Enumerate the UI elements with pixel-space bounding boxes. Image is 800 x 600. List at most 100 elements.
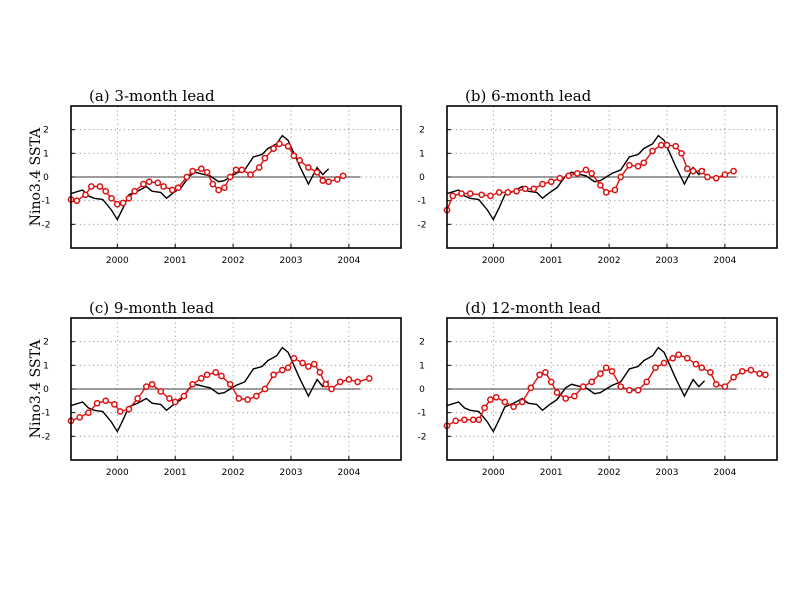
forecast-point — [125, 194, 133, 202]
forecast-point — [180, 392, 188, 400]
forecast-point — [166, 395, 173, 402]
forecast-point — [588, 170, 596, 177]
x-tick-label: 2000 — [482, 256, 505, 266]
forecast-point — [154, 179, 162, 187]
forecast-point — [328, 385, 335, 393]
forecast-point — [501, 398, 509, 406]
forecast-point — [160, 183, 167, 190]
x-tick-label: 2002 — [598, 468, 621, 478]
forecast-point — [278, 366, 286, 374]
forecast-point — [556, 174, 564, 182]
x-tick-label: 2002 — [222, 256, 245, 266]
forecast-point — [579, 383, 587, 390]
forecast-point — [573, 170, 581, 177]
x-tick-label: 2002 — [222, 468, 245, 478]
forecast-point — [87, 183, 95, 190]
x-tick-label: 2002 — [598, 256, 621, 266]
forecast-point — [461, 416, 468, 424]
forecast-point — [730, 167, 737, 175]
forecast-point — [683, 165, 691, 173]
y-axis-label: Nino3.4 SSTA — [28, 127, 44, 226]
forecast-point — [197, 165, 205, 173]
forecast-point — [218, 372, 225, 380]
y-tick-label: -2 — [418, 432, 427, 442]
forecast-point — [704, 173, 711, 181]
plot-frame — [446, 105, 778, 249]
forecast-point — [588, 378, 596, 386]
forecast-point — [333, 176, 341, 183]
forecast-point — [617, 383, 625, 390]
chart-title: (b) 6-month lead — [465, 87, 592, 105]
x-tick-label: 2003 — [280, 468, 303, 478]
forecast-point — [689, 167, 697, 175]
forecast-point — [652, 364, 659, 372]
forecast-point — [134, 395, 141, 402]
forecast-point — [235, 395, 243, 402]
forecast-point — [698, 167, 706, 175]
y-tick-label: 1 — [419, 149, 425, 159]
forecast-point — [597, 181, 604, 189]
forecast-point — [102, 397, 110, 405]
forecast-point — [209, 180, 217, 188]
forecast-point — [116, 408, 124, 415]
forecast-point — [707, 369, 714, 376]
forecast-point — [487, 396, 494, 403]
forecast-line — [70, 357, 370, 422]
x-tick-label: 2001 — [164, 468, 187, 478]
forecast-point — [168, 186, 176, 194]
forecast-point — [562, 395, 570, 402]
forecast-point — [76, 414, 84, 421]
observed-line — [446, 346, 706, 434]
forecast-point — [513, 187, 520, 195]
forecast-point — [82, 191, 89, 199]
forecast-point — [157, 388, 165, 395]
forecast-point — [226, 380, 234, 388]
forecast-point — [119, 199, 127, 207]
forecast-point — [669, 354, 677, 362]
forecast-point — [252, 392, 260, 400]
forecast-point — [284, 364, 292, 372]
forecast-point — [111, 401, 118, 408]
forecast-point — [85, 409, 92, 417]
forecast-point — [475, 416, 483, 424]
forecast-point — [495, 189, 503, 196]
forecast-point — [261, 385, 269, 393]
forecast-point — [712, 380, 720, 388]
y-tick-label: 2 — [43, 338, 49, 348]
forecast-point — [678, 149, 685, 157]
forecast-point — [203, 168, 211, 176]
forecast-point — [336, 378, 344, 386]
forecast-point — [521, 185, 529, 193]
forecast-point — [108, 194, 115, 202]
forecast-point — [466, 190, 474, 197]
forecast-point — [571, 392, 578, 400]
x-tick-label: 2003 — [656, 256, 679, 266]
x-tick-label: 2003 — [656, 468, 679, 478]
forecast-point — [276, 140, 283, 148]
forecast-point — [189, 167, 196, 175]
forecast-point — [73, 197, 81, 205]
forecast-point — [518, 398, 526, 406]
forecast-point — [634, 386, 642, 394]
forecast-point — [692, 360, 700, 368]
forecast-point — [721, 383, 729, 390]
y-tick-label: 0 — [43, 173, 49, 183]
x-tick-label: 2001 — [540, 256, 563, 266]
forecast-point — [675, 351, 682, 359]
forecast-point — [325, 178, 332, 186]
y-tick-label: -2 — [418, 220, 427, 230]
y-axis-label: Nino3.4 SSTA — [28, 339, 44, 438]
x-tick-label: 2004 — [337, 468, 360, 478]
forecast-point — [730, 373, 737, 381]
forecast-point — [232, 166, 240, 174]
forecast-point — [270, 371, 277, 379]
forecast-point — [131, 187, 139, 195]
forecast-point — [608, 367, 616, 375]
forecast-point — [626, 161, 633, 169]
forecast-point — [255, 164, 263, 171]
y-tick-label: -1 — [42, 197, 51, 207]
forecast-point — [212, 369, 220, 376]
forecast-point — [96, 183, 104, 190]
chart-title: (a) 3-month lead — [89, 87, 215, 105]
